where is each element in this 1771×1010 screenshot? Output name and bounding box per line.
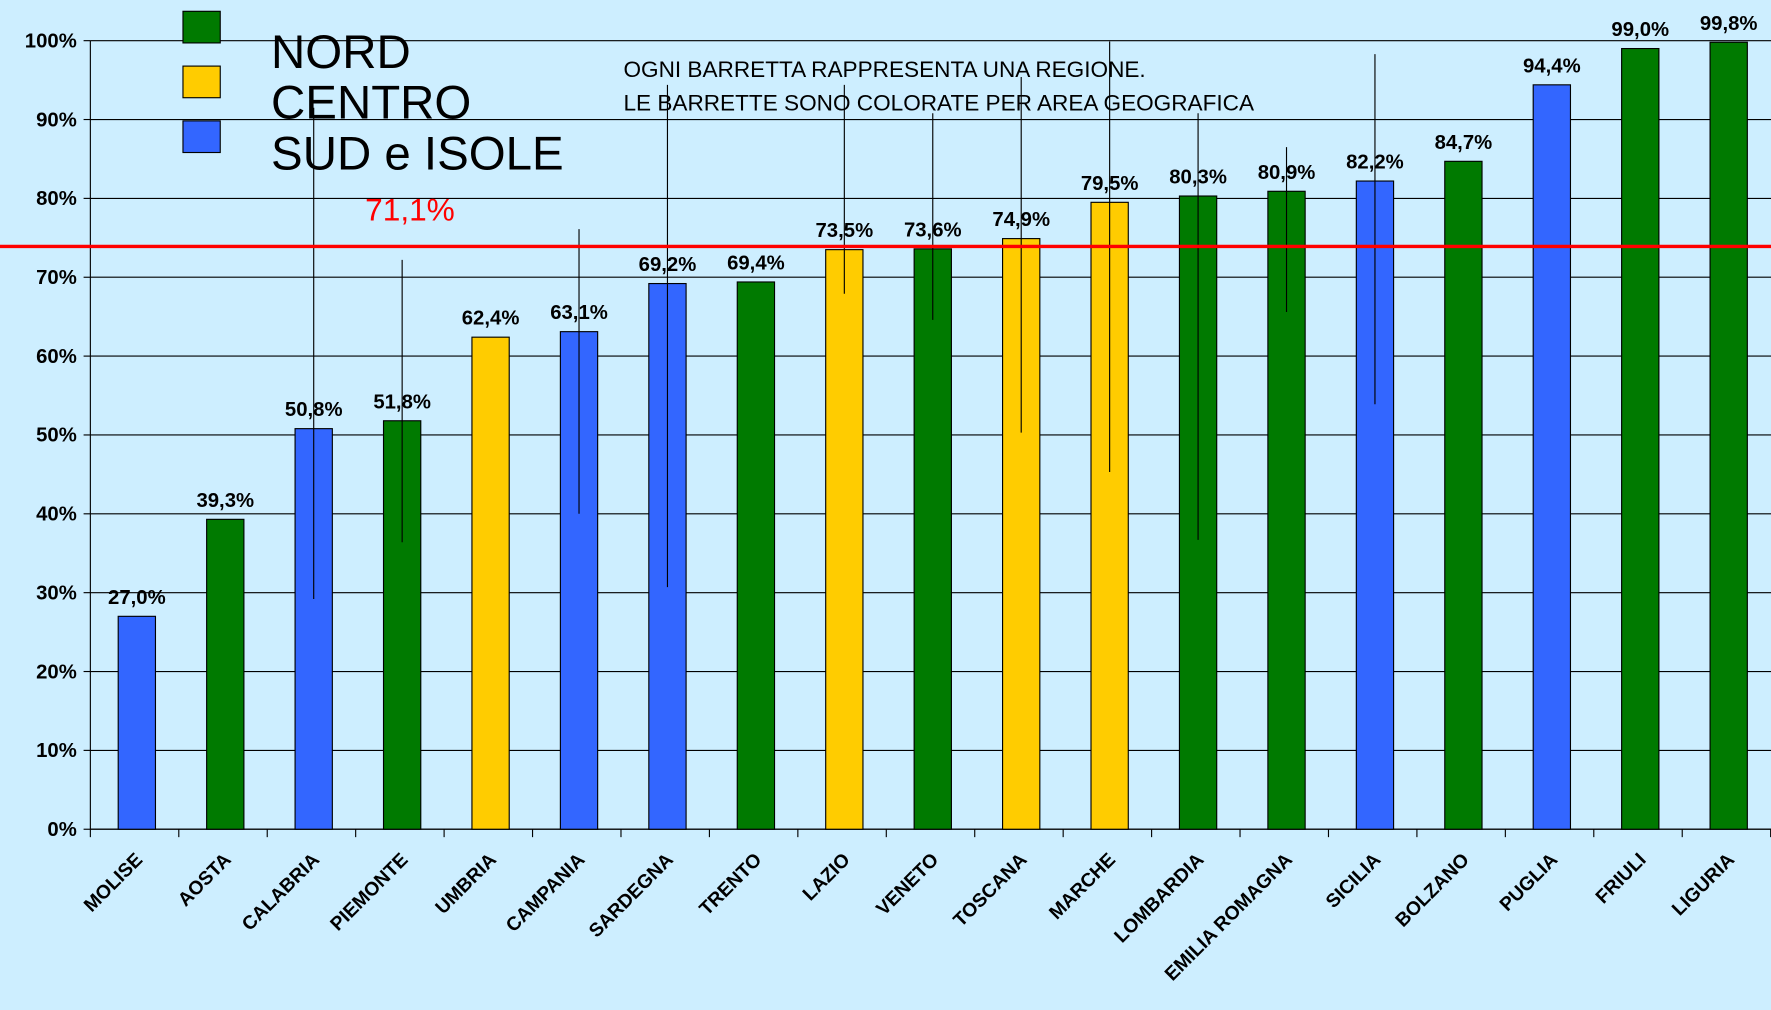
bar <box>471 336 510 830</box>
bar <box>117 615 157 830</box>
y-tick-label: 40% <box>36 504 77 526</box>
y-tick-label: 0% <box>47 819 76 841</box>
y-tick-label: 30% <box>36 582 77 604</box>
value-label: 84,7% <box>1435 132 1493 154</box>
y-tick-label: 90% <box>36 109 77 131</box>
bar <box>1709 41 1748 830</box>
bar <box>825 249 864 830</box>
y-tick-label: 20% <box>36 661 77 683</box>
value-label: 62,4% <box>462 308 520 330</box>
y-tick-label: 60% <box>36 346 77 368</box>
legend-swatch <box>182 120 221 154</box>
legend-swatch <box>182 10 221 44</box>
y-tick-label: 80% <box>36 188 77 210</box>
legend-swatch <box>182 65 221 99</box>
value-label: 99,8% <box>1700 13 1758 35</box>
y-tick-label: 70% <box>36 267 77 289</box>
legend-label: NORD <box>271 26 411 79</box>
bar <box>1621 47 1660 830</box>
value-label: 94,4% <box>1523 55 1581 77</box>
bar <box>1532 84 1572 830</box>
y-tick-label: 10% <box>36 740 77 762</box>
bar <box>206 518 245 830</box>
note: LE BARRETTE SONO COLORATE PER AREA GEOGR… <box>623 91 1255 116</box>
legend-label: CENTRO <box>271 77 471 130</box>
bar <box>736 281 776 830</box>
y-tick-label: 100% <box>25 30 77 52</box>
bar <box>913 248 952 830</box>
reference-label: 71,1% <box>365 191 455 227</box>
bar <box>1444 160 1483 830</box>
legend-label: SUD e ISOLE <box>271 127 564 180</box>
value-label: 39,3% <box>196 490 254 512</box>
value-label: 69,4% <box>727 253 785 275</box>
value-label: 99,0% <box>1611 19 1669 41</box>
y-tick-label: 50% <box>36 425 77 447</box>
value-label: 27,0% <box>108 587 166 609</box>
note: OGNI BARRETTA RAPPRESENTA UNA REGIONE. <box>623 57 1145 82</box>
